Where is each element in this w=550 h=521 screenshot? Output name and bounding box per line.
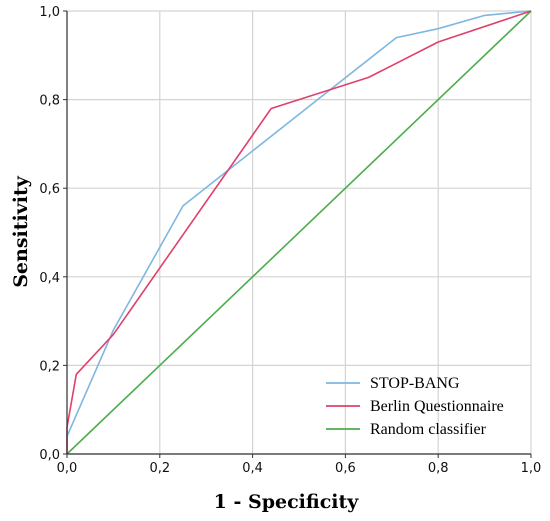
y-tick-label: 0,4: [39, 271, 60, 286]
series-lines: [66, 10, 532, 455]
x-tick-label: 0,0: [57, 461, 78, 476]
y-tick-label: 0,6: [39, 182, 60, 197]
y-tick-label: 1,0: [39, 5, 60, 20]
legend: STOP-BANG Berlin Questionnaire Random clas…: [326, 375, 504, 438]
x-tick-label: 0,2: [149, 461, 170, 476]
y-axis-title: Sensitivity: [10, 175, 32, 288]
series-line-stop-bang: [66, 10, 532, 450]
x-tick-labels: 0,0 0,2 0,4 0,6 0,8 1,0: [57, 461, 542, 476]
legend-label-berlin-questionnaire: Berlin Questionnaire: [370, 398, 504, 415]
x-axis-title: 1 - Specificity: [214, 491, 360, 513]
legend-label-stop-bang: STOP-BANG: [370, 375, 460, 392]
x-tick-label: 0,6: [335, 461, 356, 476]
y-tick-label: 0,8: [39, 94, 60, 109]
x-tick-label: 0,8: [428, 461, 449, 476]
x-tick-label: 1,0: [521, 461, 542, 476]
y-tick-label: 0,0: [39, 448, 60, 463]
series-line-random-classifier: [66, 10, 532, 455]
y-tick-labels: 0,0 0,2 0,4 0,6 0,8 1,0: [39, 5, 60, 463]
y-tick-label: 0,2: [39, 359, 60, 374]
series-line-berlin-questionnaire: [66, 10, 532, 454]
x-tick-label: 0,4: [242, 461, 263, 476]
plot-frame: [63, 10, 532, 458]
grid: [66, 10, 532, 455]
legend-label-random-classifier: Random classifier: [370, 421, 487, 438]
